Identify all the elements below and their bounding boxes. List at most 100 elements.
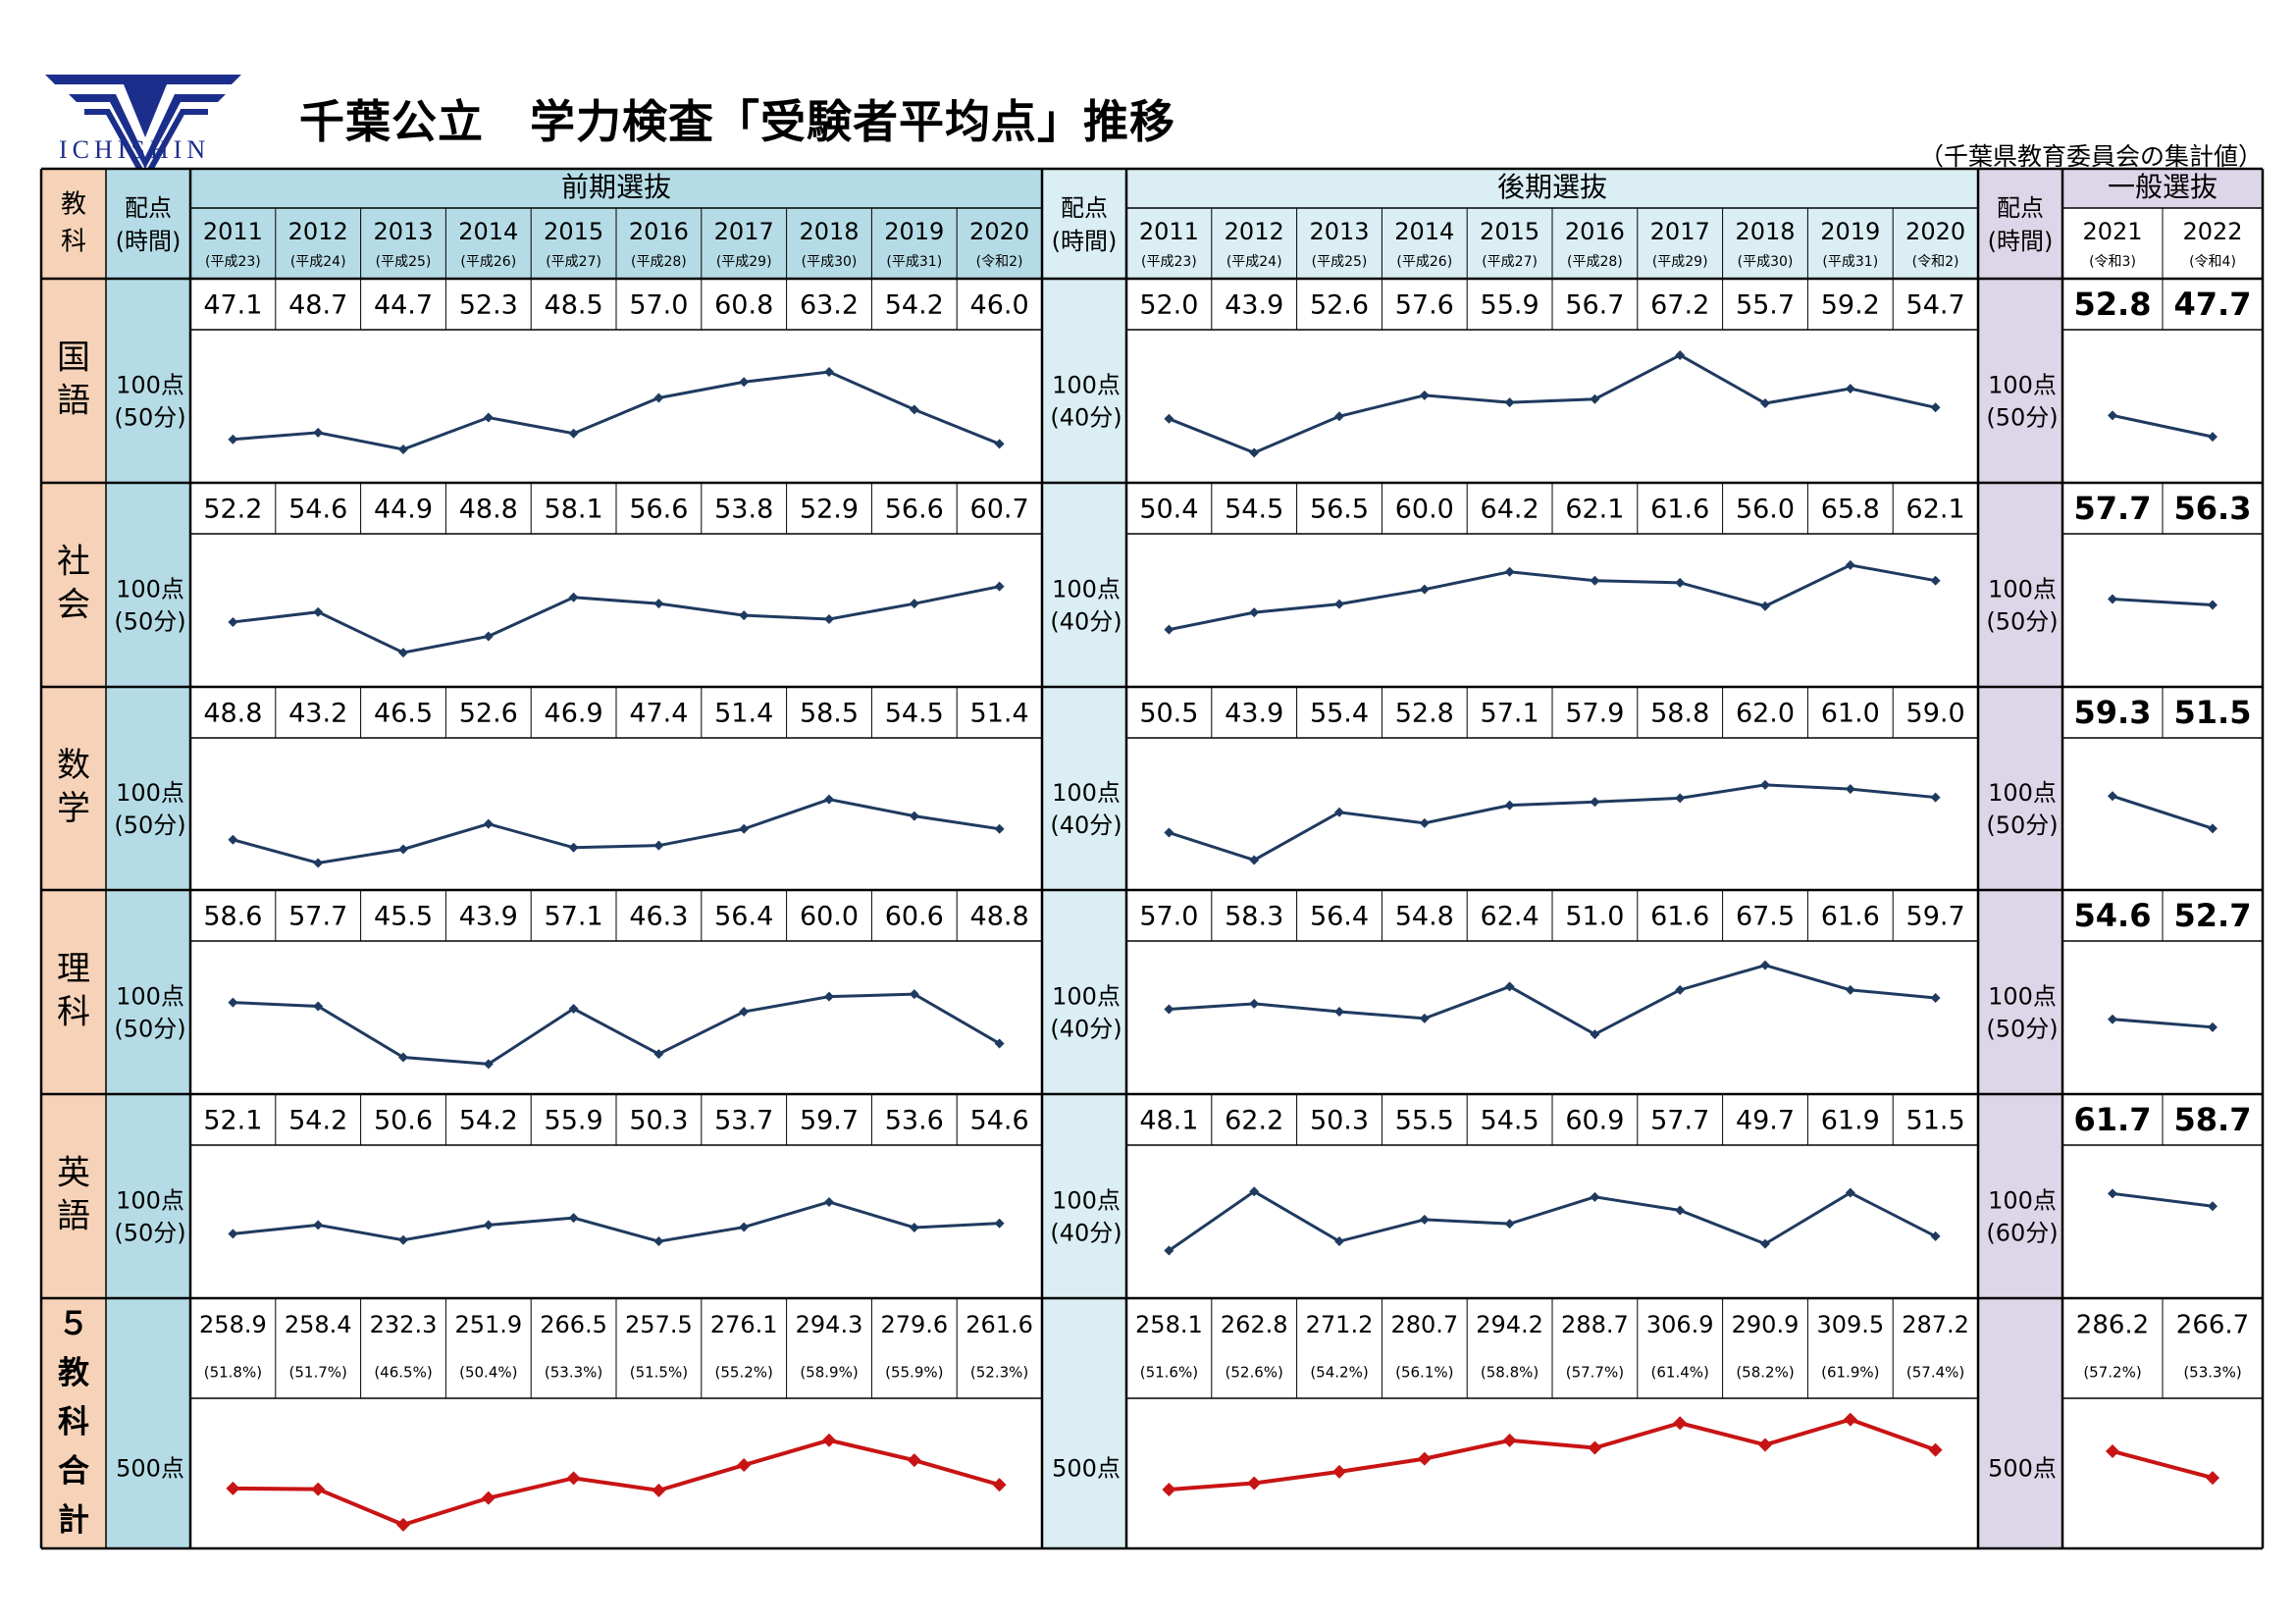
score-value: 57.7 [288,902,347,932]
score-value: 56.5 [1310,495,1369,525]
data-point [1334,1236,1344,1247]
page-title: 千葉公立 学力検査「受験者平均点」推移 [299,95,1175,148]
score-value: 51.4 [970,699,1029,729]
score-value: 52.1 [203,1106,262,1136]
score-value: 53.6 [885,1106,944,1136]
year-label: 2012 [288,218,348,245]
data-point [483,1220,494,1230]
data-point [483,631,494,642]
subject-label: 理 [57,950,90,989]
points-label: (50分) [114,1016,185,1043]
late-header-bg [1042,169,1978,279]
score-value: 62.2 [1225,1106,1283,1136]
percent-value: (54.2%) [1310,1364,1368,1382]
data-point [398,444,408,454]
score-value: 61.6 [1650,495,1709,525]
score-value: 309.5 [1816,1311,1884,1338]
score-value: 280.7 [1390,1311,1458,1338]
score-value: 57.1 [1481,699,1539,729]
score-value: 52.6 [1310,290,1369,321]
data-point [1504,981,1515,992]
points-label: 100点 [1988,983,2057,1011]
score-value: 61.7 [2074,1101,2152,1138]
subject-label: 語 [57,382,90,421]
series-line [2112,1191,2214,1208]
data-point [1249,855,1260,865]
points-label: 100点 [1988,576,2057,603]
era-label: (平成24) [290,254,346,270]
data-point [483,1059,494,1070]
score-value: 54.7 [1906,290,1965,321]
score-value: 54.2 [288,1106,347,1136]
score-value: 62.1 [1906,495,1965,525]
score-value: 62.4 [1481,902,1539,932]
score-value: 48.8 [970,902,1029,932]
series-line [1168,353,1936,454]
year-label: 2013 [1309,218,1369,245]
score-value: 55.9 [1481,290,1539,321]
percent-value: (53.3%) [545,1364,602,1382]
score-value: 50.5 [1139,699,1198,729]
score-value: 54.6 [970,1106,1029,1136]
points-label: 100点 [1052,779,1121,807]
source-note: （千葉県教育委員会の集計値） [1918,142,2263,171]
points-label: (50分) [114,812,185,839]
section-title-early: 前期選抜 [561,171,671,203]
data-point [1249,607,1260,618]
score-value: 287.2 [1902,1311,1969,1338]
data-point [739,1007,750,1018]
data-point [1845,984,1855,995]
percent-value: (58.8%) [1481,1364,1539,1382]
score-value: 266.5 [540,1311,607,1338]
data-point [1164,827,1174,838]
percent-value: (50.4%) [459,1364,517,1382]
points-label: (40分) [1050,404,1122,432]
data-point [313,1220,324,1230]
data-point [1504,1219,1515,1230]
score-value: 61.6 [1821,902,1880,932]
data-point [1419,390,1430,400]
year-label: 2019 [884,218,944,245]
era-label: (令和2) [1912,254,1959,270]
ichishin-logo [45,75,241,169]
score-value: 306.9 [1646,1311,1714,1338]
data-point [568,428,579,439]
era-label: (平成30) [802,254,858,270]
score-value: 47.4 [629,699,688,729]
score-value: 258.1 [1135,1311,1203,1338]
data-point [1419,1214,1430,1225]
data-point [1504,566,1515,577]
score-value: 43.9 [1225,699,1283,729]
data-point [313,1001,324,1012]
data-point [1760,1238,1770,1249]
series-line [233,1200,1000,1243]
score-value: 57.0 [629,290,688,321]
score-value: 55.9 [545,1106,603,1136]
data-point [653,1049,664,1060]
percent-value: (56.1%) [1395,1364,1453,1382]
data-point [1502,1433,1517,1447]
year-label: 2018 [799,218,859,245]
data-point [1930,402,1941,413]
score-value: 59.3 [2074,694,2152,731]
era-label: (平成29) [716,254,772,270]
general-points-bg [1978,169,2062,1548]
series-line [1169,1417,1937,1492]
score-value: 60.9 [1565,1106,1624,1136]
score-value: 261.6 [965,1311,1033,1338]
year-label: 2013 [373,218,433,245]
score-value: 294.2 [1476,1311,1543,1338]
data-point [1334,599,1344,609]
percent-value: (46.5%) [374,1364,432,1382]
points-label: 500点 [1988,1455,2057,1483]
points-label: (60分) [1986,1220,2058,1247]
data-point [1334,1007,1344,1018]
score-value: 54.2 [459,1106,518,1136]
points-header: 配点 [125,194,172,222]
score-value: 51.5 [1906,1106,1965,1136]
subject-label: 科 [58,1403,89,1440]
data-point [1590,1191,1600,1202]
year-label: 2011 [1139,218,1199,245]
era-label: (平成25) [1312,254,1368,270]
points-label: (50分) [114,404,185,432]
